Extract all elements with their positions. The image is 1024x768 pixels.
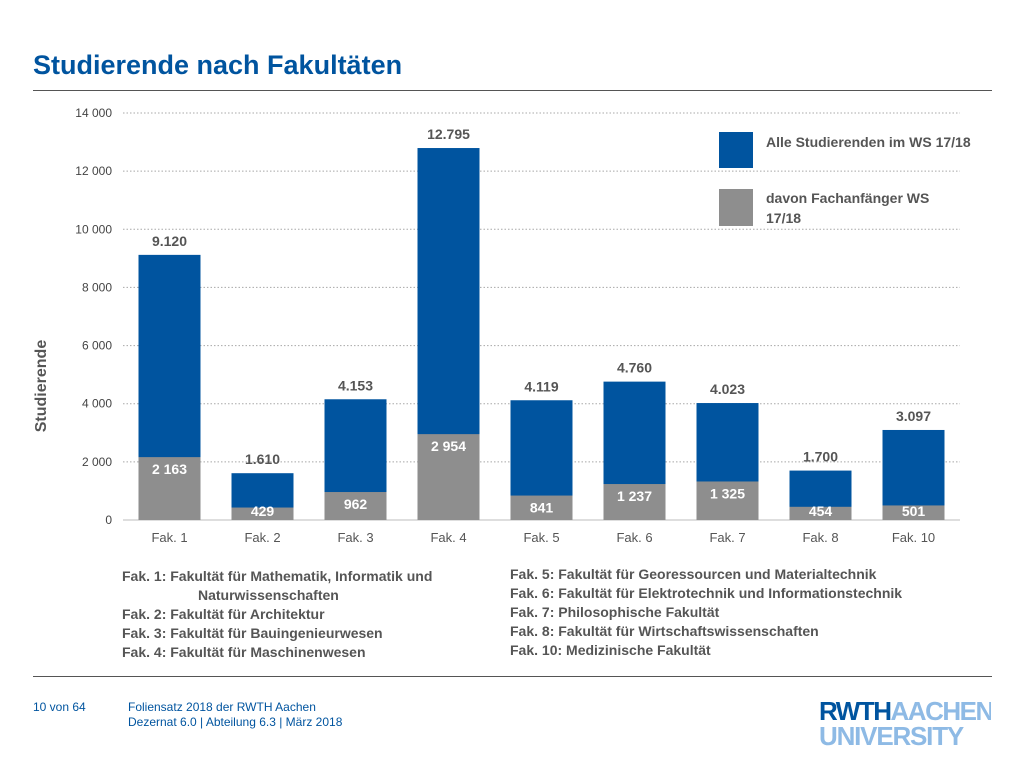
x-tick-label: Fak. 7 [709, 530, 745, 545]
y-tick-label: 2 000 [82, 455, 112, 469]
x-tick-label: Fak. 10 [892, 530, 935, 545]
faculty-item: Fak. 3: Fakultät für Bauingenieurwesen [122, 625, 383, 641]
bar-beginners [603, 484, 666, 520]
data-label-beginners: 2 163 [152, 461, 187, 477]
legend-swatch-beginners [719, 189, 753, 226]
x-tick-label: Fak. 8 [802, 530, 838, 545]
y-tick-label: 12 000 [75, 164, 112, 178]
title-rule [33, 90, 992, 91]
bar-beginners [696, 481, 759, 520]
x-tick-label: Fak. 6 [616, 530, 652, 545]
chart-bars [138, 148, 945, 520]
bar-beginners [510, 495, 573, 520]
data-label-beginners: 1 237 [617, 488, 652, 504]
chart-data-labels: 9.120 2 163 1.610 429 4.153 962 12.795 2 954 4.1… [152, 126, 931, 519]
data-label-total: 4.023 [710, 381, 745, 397]
faculty-item: Fak. 4: Fakultät für Maschinenwesen [122, 644, 366, 660]
data-label-total: 1.610 [245, 451, 280, 467]
x-tick-label: Fak. 1 [151, 530, 187, 545]
faculty-item: Fak. 10: Medizinische Fakultät [510, 642, 711, 658]
logo-university: UNIVERSITY [819, 721, 964, 748]
footer-line-2: Dezernat 6.0 | Abteilung 6.3 | März 2018 [128, 715, 343, 729]
legend-label-beginners: davon Fachanfänger WS 17/18 [766, 190, 930, 226]
legend-swatch-total [719, 132, 753, 168]
y-tick-label: 14 000 [75, 106, 112, 120]
data-label-total: 4.119 [524, 378, 558, 394]
data-label-beginners: 429 [251, 503, 275, 519]
x-tick-label: Fak. 3 [337, 530, 373, 545]
x-tick-label: Fak. 5 [523, 530, 559, 545]
slide-title: Studierende nach Fakultäten [33, 50, 403, 80]
bar-beginners [231, 507, 294, 520]
logo-aachen: AACHEN [891, 698, 991, 726]
bar-beginners [324, 492, 387, 520]
bar-beginners [882, 505, 945, 520]
faculty-list-left: Fak. 1: Fakultät für Mathematik, Informa… [122, 568, 432, 663]
faculty-item: Fak. 1: Fakultät für Mathematik, Informa… [122, 568, 433, 584]
svg-text:RWTHAACHEN: RWTHAACHEN [819, 698, 991, 726]
data-label-beginners: 1 325 [710, 485, 745, 501]
faculty-item: Naturwissenschaften [198, 587, 339, 603]
bar-beginners [417, 434, 480, 520]
faculty-item: Fak. 7: Philosophische Fakultät [510, 604, 720, 620]
faculty-item: Fak. 5: Fakultät für Georessourcen und M… [510, 566, 877, 582]
faculty-item: Fak. 6: Fakultät für Elektrotechnik und … [510, 585, 903, 601]
page-number: 10 von 64 [33, 700, 86, 714]
legend-label-total: Alle Studierenden im WS 17/18 [766, 134, 971, 150]
data-label-beginners: 454 [809, 503, 833, 519]
footer-rule [33, 676, 992, 677]
faculty-item: Fak. 2: Fakultät für Architektur [122, 606, 325, 622]
data-label-total: 4.153 [338, 377, 373, 393]
x-tick-label: Fak. 4 [430, 530, 466, 545]
x-axis-ticks: Fak. 1 Fak. 2 Fak. 3 Fak. 4 Fak. 5 Fak. 6 Fak.… [151, 530, 935, 545]
y-tick-label: 0 [105, 513, 112, 527]
y-axis-ticks: 0 2 000 4 000 6 000 8 000 10 000 12 000 14 000 [75, 106, 112, 527]
y-tick-label: 6 000 [82, 339, 112, 353]
footer-line-1: Foliensatz 2018 der RWTH Aachen [128, 700, 316, 714]
y-tick-label: 8 000 [82, 280, 112, 294]
rwth-logo: RWTHAACHEN UNIVERSITY [819, 698, 991, 748]
data-label-total: 1.700 [803, 449, 838, 465]
data-label-total: 9.120 [152, 233, 187, 249]
faculty-item: Fak. 8: Fakultät für Wirtschaftswissensc… [510, 623, 819, 639]
data-label-beginners: 501 [902, 503, 926, 519]
data-label-beginners: 2 954 [431, 438, 466, 454]
data-label-beginners: 962 [344, 496, 368, 512]
x-tick-label: Fak. 2 [244, 530, 280, 545]
y-tick-label: 4 000 [82, 397, 112, 411]
bar-beginners [138, 457, 201, 520]
y-tick-label: 10 000 [75, 222, 112, 236]
data-label-total: 3.097 [896, 408, 931, 424]
data-label-total: 4.760 [617, 360, 652, 376]
faculty-list-right: Fak. 5: Fakultät für Georessourcen und M… [510, 566, 902, 661]
bar-beginners [789, 506, 852, 520]
footer-info: Foliensatz 2018 der RWTH Aachen Dezernat… [128, 700, 342, 730]
data-label-total: 12.795 [427, 126, 470, 142]
data-label-beginners: 841 [530, 500, 554, 516]
logo-rwth: RWTH [819, 698, 891, 726]
y-axis-label: Studierende [33, 340, 50, 433]
bar-total [882, 429, 945, 520]
